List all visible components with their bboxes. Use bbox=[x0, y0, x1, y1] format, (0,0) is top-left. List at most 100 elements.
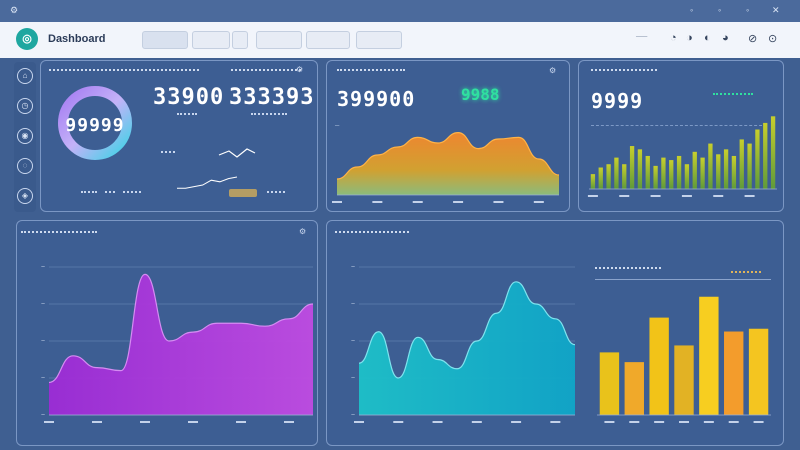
purple-panel-menu-icon[interactable]: ⚙ bbox=[299, 227, 307, 236]
bar[interactable] bbox=[622, 164, 627, 189]
area-fill bbox=[49, 274, 313, 415]
user-icon[interactable]: ◕ bbox=[722, 32, 729, 44]
restore-icon[interactable]: ◦ bbox=[746, 5, 750, 15]
kpi-sparkline-1 bbox=[218, 148, 256, 158]
x-tick-label bbox=[650, 195, 661, 197]
bar[interactable] bbox=[598, 167, 603, 189]
x-tick-label bbox=[354, 421, 364, 423]
bar[interactable] bbox=[739, 139, 744, 189]
y-tick-mark: − bbox=[351, 301, 355, 308]
x-tick-label bbox=[140, 421, 150, 423]
bar[interactable] bbox=[653, 165, 658, 189]
orange-panel-menu-icon[interactable]: ⚙ bbox=[549, 66, 557, 75]
nav-tab-5[interactable] bbox=[306, 31, 350, 49]
x-tick-label bbox=[453, 201, 464, 203]
logout-icon[interactable]: ⊙ bbox=[768, 33, 778, 45]
close-icon[interactable]: ✕ bbox=[772, 5, 780, 15]
bar[interactable] bbox=[763, 122, 768, 189]
bar-panel-value: 9999 bbox=[591, 89, 644, 113]
x-tick-label bbox=[619, 195, 630, 197]
gear-icon[interactable]: ◑ bbox=[686, 32, 693, 44]
users-icon[interactable]: ◉ bbox=[17, 128, 33, 144]
dashboard-logo-icon[interactable]: ◎ bbox=[16, 28, 38, 50]
bar[interactable] bbox=[755, 129, 760, 189]
y-tick-mark: − bbox=[351, 412, 355, 419]
kpi-panel-menu-icon[interactable]: ⚙ bbox=[296, 65, 304, 74]
bar-panel-gridline bbox=[591, 125, 767, 126]
combo-bars-legend bbox=[731, 271, 761, 273]
sparkline-path bbox=[177, 176, 238, 189]
y-tick-mark: − bbox=[41, 338, 45, 345]
bar[interactable] bbox=[747, 143, 752, 189]
bar[interactable] bbox=[700, 157, 705, 189]
bar[interactable] bbox=[692, 151, 697, 189]
combo-bars-divider bbox=[595, 279, 771, 280]
bar[interactable] bbox=[661, 157, 666, 189]
y-tick-mark: − bbox=[41, 264, 45, 271]
chart-icon[interactable]: ◷ bbox=[17, 98, 33, 114]
orange-area-chart bbox=[332, 131, 560, 203]
help-icon[interactable]: ◈ bbox=[17, 188, 33, 204]
home-icon[interactable]: ⌂ bbox=[17, 68, 33, 84]
x-tick-label bbox=[372, 201, 383, 203]
nav-tab-2[interactable] bbox=[192, 31, 230, 49]
area-fill bbox=[359, 281, 575, 415]
x-tick-label bbox=[713, 195, 724, 197]
x-tick-label bbox=[629, 421, 640, 423]
bar[interactable] bbox=[624, 362, 644, 415]
kpi-footer-chip[interactable] bbox=[229, 189, 257, 197]
donut-value: 99999 bbox=[65, 115, 125, 136]
x-tick-label bbox=[432, 421, 443, 423]
bar[interactable] bbox=[676, 155, 682, 189]
bar[interactable] bbox=[614, 157, 619, 189]
bar[interactable] bbox=[669, 160, 674, 189]
x-tick-label bbox=[92, 421, 102, 423]
bar[interactable] bbox=[699, 296, 719, 415]
x-tick-label bbox=[679, 421, 689, 423]
bar[interactable] bbox=[770, 116, 776, 189]
kpi-footer-2 bbox=[105, 191, 115, 193]
bar[interactable] bbox=[645, 155, 650, 189]
bar[interactable] bbox=[708, 143, 713, 189]
green-bar-chart bbox=[587, 116, 777, 197]
nav-tab-1[interactable] bbox=[142, 31, 188, 49]
bar[interactable] bbox=[716, 154, 721, 189]
header-link[interactable]: ── bbox=[636, 32, 648, 41]
x-tick-label bbox=[393, 421, 404, 423]
combo-panel-title bbox=[335, 231, 409, 235]
bar[interactable] bbox=[723, 149, 729, 189]
bar[interactable] bbox=[748, 328, 769, 415]
nav-tab-4[interactable] bbox=[256, 31, 302, 49]
kpi-footer-3 bbox=[123, 191, 141, 193]
kpi-panel-title bbox=[49, 69, 199, 73]
bar[interactable] bbox=[590, 174, 596, 189]
settings-icon[interactable]: ◌ bbox=[17, 158, 33, 174]
nav-tab-3[interactable] bbox=[232, 31, 248, 49]
kpi-caption-1 bbox=[177, 113, 197, 115]
search-icon[interactable]: ⊘ bbox=[748, 33, 758, 45]
window-menu-icon[interactable]: ⚙ bbox=[10, 5, 19, 15]
bar[interactable] bbox=[684, 164, 690, 189]
bar[interactable] bbox=[674, 345, 694, 415]
bar[interactable] bbox=[731, 155, 737, 189]
bar[interactable] bbox=[724, 331, 744, 415]
bar[interactable] bbox=[629, 146, 635, 189]
bell-icon[interactable]: ◐ bbox=[704, 32, 711, 44]
app-title: Dashboard bbox=[48, 33, 106, 45]
bar[interactable] bbox=[606, 164, 611, 189]
x-tick-label bbox=[753, 421, 764, 423]
orange-value-badge: 9988 bbox=[461, 85, 500, 104]
x-tick-label bbox=[604, 421, 615, 423]
bar[interactable] bbox=[637, 149, 643, 189]
grid-icon[interactable]: ◔ bbox=[670, 32, 677, 44]
maximize-icon[interactable]: ◦ bbox=[718, 5, 722, 15]
x-tick-label bbox=[188, 421, 198, 423]
kpi-value-2: 333393 bbox=[229, 85, 315, 110]
orange-value-1: 399900 bbox=[337, 87, 416, 111]
bar[interactable] bbox=[649, 317, 669, 415]
nav-tab-6[interactable] bbox=[356, 31, 402, 49]
bar-panel-legend bbox=[713, 93, 753, 95]
minimize-icon[interactable]: ◦ bbox=[690, 5, 694, 15]
x-tick-label bbox=[654, 421, 665, 423]
bar[interactable] bbox=[599, 352, 620, 415]
